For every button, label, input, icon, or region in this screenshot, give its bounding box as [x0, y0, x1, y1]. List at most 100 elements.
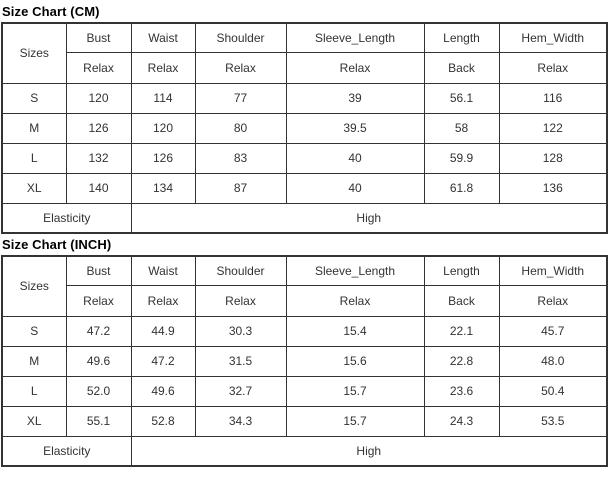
- value-cell: 47.2: [130, 345, 196, 377]
- sizes-header-cell: Sizes: [1, 22, 67, 84]
- measure-type-cell: Relax: [194, 51, 287, 84]
- column-header-cell: Hem_Width: [498, 255, 608, 286]
- size-row: M 126 120 80 39.5 58 122: [1, 112, 608, 144]
- value-cell: 77: [194, 82, 287, 114]
- measure-type-cell: Relax: [194, 284, 287, 317]
- measure-type-cell: Relax: [65, 284, 132, 317]
- column-header-cell: Waist: [130, 255, 196, 286]
- size-row: L 52.0 49.6 32.7 15.7 23.6 50.4: [1, 375, 608, 407]
- value-cell: 52.8: [130, 405, 196, 437]
- value-cell: 83: [194, 142, 287, 174]
- size-cell: S: [1, 82, 67, 114]
- column-header-row: Sizes Bust Waist Shoulder Sleeve_Length Lengt…: [1, 255, 608, 317]
- value-cell: 126: [130, 142, 196, 174]
- value-cell: 31.5: [194, 345, 287, 377]
- value-cell: 30.3: [194, 315, 287, 347]
- value-cell: 47.2: [65, 315, 132, 347]
- value-cell: 15.7: [285, 405, 425, 437]
- value-cell: 56.1: [423, 82, 500, 114]
- column-header-cell: Sleeve_Length: [285, 255, 425, 286]
- value-cell: 59.9: [423, 142, 500, 174]
- size-row: L 132 126 83 40 59.9 128: [1, 142, 608, 174]
- measure-type-cell: Relax: [285, 51, 425, 84]
- elasticity-value-cell: High: [130, 435, 608, 467]
- size-row: S 120 114 77 39 56.1 116: [1, 82, 608, 114]
- size-row: S 47.2 44.9 30.3 15.4 22.1 45.7: [1, 315, 608, 347]
- value-cell: 116: [498, 82, 608, 114]
- elasticity-label-cell: Elasticity: [1, 435, 132, 467]
- value-cell: 40: [285, 172, 425, 204]
- value-cell: 45.7: [498, 315, 608, 347]
- value-cell: 132: [65, 142, 132, 174]
- measure-type-cell: Relax: [130, 51, 196, 84]
- size-row: M 49.6 47.2 31.5 15.6 22.8 48.0: [1, 345, 608, 377]
- column-header-cell: Waist: [130, 22, 196, 53]
- measure-type-cell: Relax: [65, 51, 132, 84]
- column-header-cell: Shoulder: [194, 22, 287, 53]
- value-cell: 61.8: [423, 172, 500, 204]
- value-cell: 50.4: [498, 375, 608, 407]
- size-cell: M: [1, 112, 67, 144]
- column-header-cell: Sleeve_Length: [285, 22, 425, 53]
- size-chart-section: Size Chart (INCH) Sizes Bust Waist Shoulder S…: [1, 237, 609, 467]
- value-cell: 49.6: [65, 345, 132, 377]
- size-chart-table: Sizes Bust Waist Shoulder Sleeve_Length Lengt…: [1, 22, 608, 234]
- elasticity-row: Elasticity High: [1, 435, 608, 467]
- value-cell: 136: [498, 172, 608, 204]
- measure-type-cell: Relax: [498, 51, 608, 84]
- value-cell: 32.7: [194, 375, 287, 407]
- elasticity-row: Elasticity High: [1, 202, 608, 234]
- measure-type-cell: Relax: [130, 284, 196, 317]
- size-chart-section: Size Chart (CM) Sizes Bust Waist Shoulder Sle…: [1, 4, 609, 234]
- size-chart-table: Sizes Bust Waist Shoulder Sleeve_Length Lengt…: [1, 255, 608, 467]
- value-cell: 114: [130, 82, 196, 114]
- column-header-cell: Bust: [65, 22, 132, 53]
- value-cell: 87: [194, 172, 287, 204]
- column-header-cell: Length: [423, 22, 500, 53]
- column-header-cell: Bust: [65, 255, 132, 286]
- value-cell: 15.4: [285, 315, 425, 347]
- value-cell: 15.6: [285, 345, 425, 377]
- value-cell: 22.1: [423, 315, 500, 347]
- column-header-cell: Length: [423, 255, 500, 286]
- measure-type-cell: Back: [423, 51, 500, 84]
- value-cell: 39: [285, 82, 425, 114]
- size-cell: S: [1, 315, 67, 347]
- measure-type-row: Relax Relax Relax Relax Back Relax: [2, 284, 608, 317]
- column-header-cell: Hem_Width: [498, 22, 608, 53]
- value-cell: 23.6: [423, 375, 500, 407]
- value-cell: 55.1: [65, 405, 132, 437]
- value-cell: 122: [498, 112, 608, 144]
- value-cell: 48.0: [498, 345, 608, 377]
- size-cell: XL: [1, 405, 67, 437]
- value-cell: 39.5: [285, 112, 425, 144]
- value-cell: 40: [285, 142, 425, 174]
- section-title: Size Chart (INCH): [2, 237, 112, 252]
- section-title: Size Chart (CM): [2, 4, 100, 19]
- sizes-header-cell: Sizes: [1, 255, 67, 317]
- value-cell: 120: [130, 112, 196, 144]
- size-cell: L: [1, 375, 67, 407]
- value-cell: 58: [423, 112, 500, 144]
- measure-type-cell: Back: [423, 284, 500, 317]
- size-row: XL 55.1 52.8 34.3 15.7 24.3 53.5: [1, 405, 608, 437]
- value-cell: 80: [194, 112, 287, 144]
- value-cell: 44.9: [130, 315, 196, 347]
- size-row: XL 140 134 87 40 61.8 136: [1, 172, 608, 204]
- value-cell: 120: [65, 82, 132, 114]
- value-cell: 126: [65, 112, 132, 144]
- value-cell: 134: [130, 172, 196, 204]
- column-header-cell: Shoulder: [194, 255, 287, 286]
- value-cell: 15.7: [285, 375, 425, 407]
- column-header-row: Sizes Bust Waist Shoulder Sleeve_Length Lengt…: [1, 22, 608, 84]
- size-cell: L: [1, 142, 67, 174]
- measure-type-cell: Relax: [498, 284, 608, 317]
- value-cell: 34.3: [194, 405, 287, 437]
- value-cell: 53.5: [498, 405, 608, 437]
- value-cell: 140: [65, 172, 132, 204]
- size-charts-page: Size Chart (CM) Sizes Bust Waist Shoulder Sle…: [1, 4, 609, 467]
- value-cell: 22.8: [423, 345, 500, 377]
- elasticity-label-cell: Elasticity: [1, 202, 132, 234]
- elasticity-value-cell: High: [130, 202, 608, 234]
- value-cell: 24.3: [423, 405, 500, 437]
